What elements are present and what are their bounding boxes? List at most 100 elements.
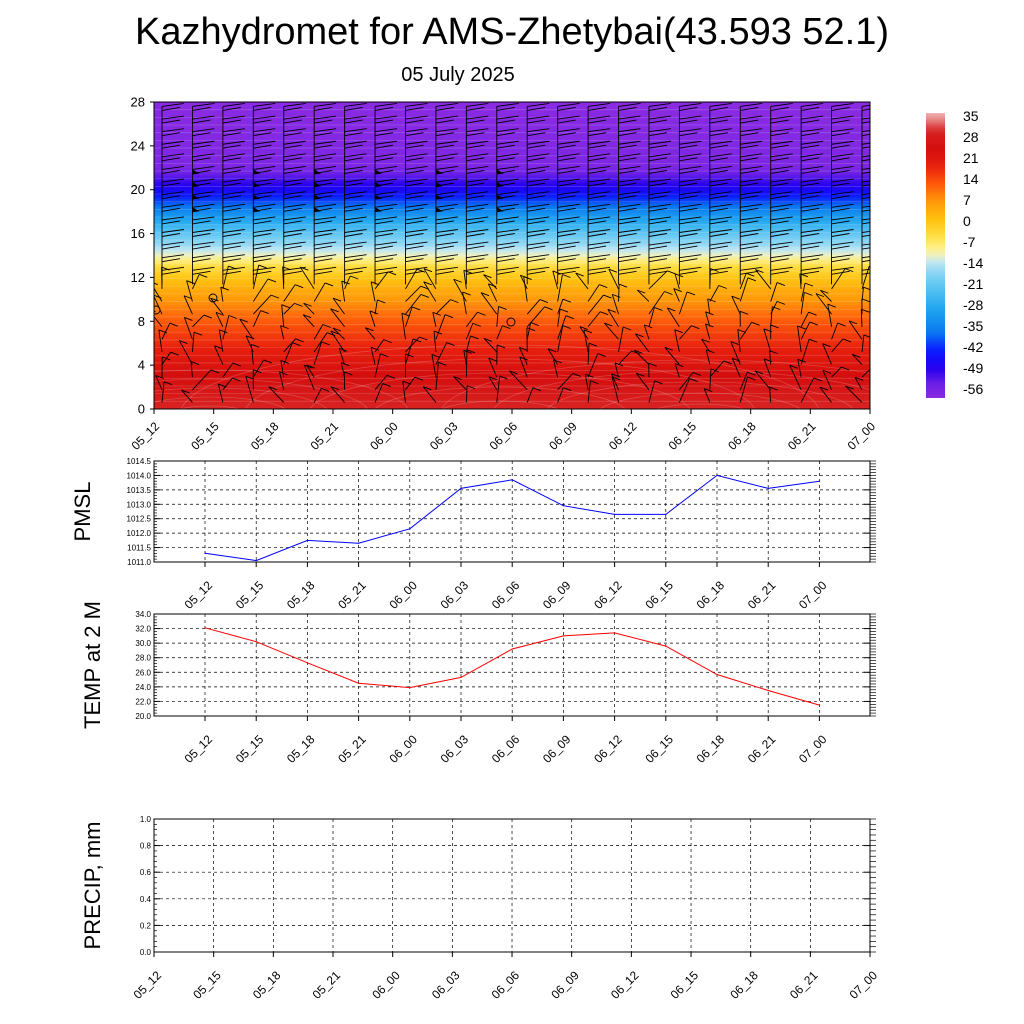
wind-barb [344,241,367,260]
x-tick-label: 05_12 [129,419,163,453]
wind-barb [800,102,824,121]
data-point [665,645,667,647]
wind-barb [797,358,806,378]
wind-barb [678,178,702,197]
wind-barb [845,385,863,403]
wind-barb [344,216,367,234]
wind-barb [800,191,824,209]
wind-barb [299,266,315,290]
y-axis-label: PMSL [70,482,95,542]
wind-barb [374,166,398,184]
wind-barb [557,325,571,353]
wind-barb [800,216,824,234]
wind-barb [374,299,386,315]
colorbar-label: 21 [963,150,979,166]
wind-barb [519,356,528,378]
x-tick-label: 05_15 [190,968,224,1002]
wind-barb [831,254,854,272]
wind-barb [222,115,245,134]
data-point [716,474,718,477]
y-tick-label: 24.0 [135,683,151,692]
wind-barb [496,254,519,272]
wind-barb [618,115,641,134]
wind-barb [161,115,185,134]
wind-barb [709,368,720,390]
wind-barb [313,241,337,260]
wind-barb [635,372,650,391]
wind-barb [332,297,345,315]
wind-barb [191,140,215,159]
wind-barb [191,266,215,285]
wind-barb [405,191,428,209]
x-tick-label: 06_15 [642,732,676,766]
wind-barb [496,153,519,171]
data-point [511,479,513,481]
wind-barb [496,306,507,327]
x-tick-label: 06_15 [666,419,700,453]
wind-barb [465,254,489,272]
wind-barb [374,178,398,197]
wind-barb [252,278,277,302]
wind-barb [344,275,359,290]
wind-barb [709,128,732,146]
x-tick-label: 06_00 [369,968,403,1002]
wind-barb [552,270,561,290]
wind-barb [496,140,519,159]
data-point [204,552,206,554]
wind-barb [313,266,337,285]
wind-barb [739,128,763,146]
wind-barb [222,229,245,247]
x-tick-label: 05_15 [233,732,267,766]
wind-barb [374,229,398,247]
wind-barb [302,314,315,328]
wind-barb [526,140,550,159]
wind-barb [648,140,672,159]
wind-barb [739,216,763,234]
x-tick-label: 06_12 [591,578,625,612]
wind-barb [831,115,854,134]
wind-barb [405,376,423,391]
wind-barb [861,117,870,134]
wind-barb [435,266,458,285]
wind-barb [496,178,519,197]
y-axis-label: TEMP at 2 M [80,601,105,729]
y-tick-label: 1011.5 [127,544,151,553]
x-tick-label: 07_00 [845,419,879,453]
wind-barb [496,344,506,365]
wind-barb [739,191,763,209]
wind-barb [557,153,580,171]
wind-barb [365,327,376,340]
wind-barb [374,374,396,391]
wind-barb [648,115,672,134]
wind-barb [435,241,458,260]
wind-barb [739,371,756,390]
wind-barb [161,322,178,340]
x-tick-label: 06_18 [725,419,759,453]
wind-barb [222,128,245,146]
wind-barb [709,140,732,159]
wind-barb [435,178,458,197]
wind-barb [557,128,580,146]
colorbar-label: -7 [963,234,976,250]
x-tick-label: 05_15 [233,578,267,612]
cross-section-panel: 0 4 8 12 16 20 24 28 05_12 05_15 05_18 05_21 06_00 06… [129,95,879,453]
wind-barb [222,216,245,234]
wind-barbs [154,102,870,403]
x-tick-label: 05_21 [335,732,369,766]
wind-barb [280,325,289,340]
wind-barb [618,216,641,234]
wind-barb [283,178,306,197]
wind-barb [587,166,611,184]
wind-barb [739,272,755,290]
wind-barb [313,166,337,184]
wind-barb [252,153,276,171]
x-tick-label: 05_21 [308,419,342,453]
wind-barb [191,102,215,121]
wind-barb [374,203,398,222]
colorbar-label: 7 [963,192,971,208]
wind-barb [161,191,185,209]
wind-barb [496,229,519,247]
wind-barb [435,216,458,234]
x-tick-label: 06_06 [489,732,523,766]
wind-barb [860,308,870,327]
